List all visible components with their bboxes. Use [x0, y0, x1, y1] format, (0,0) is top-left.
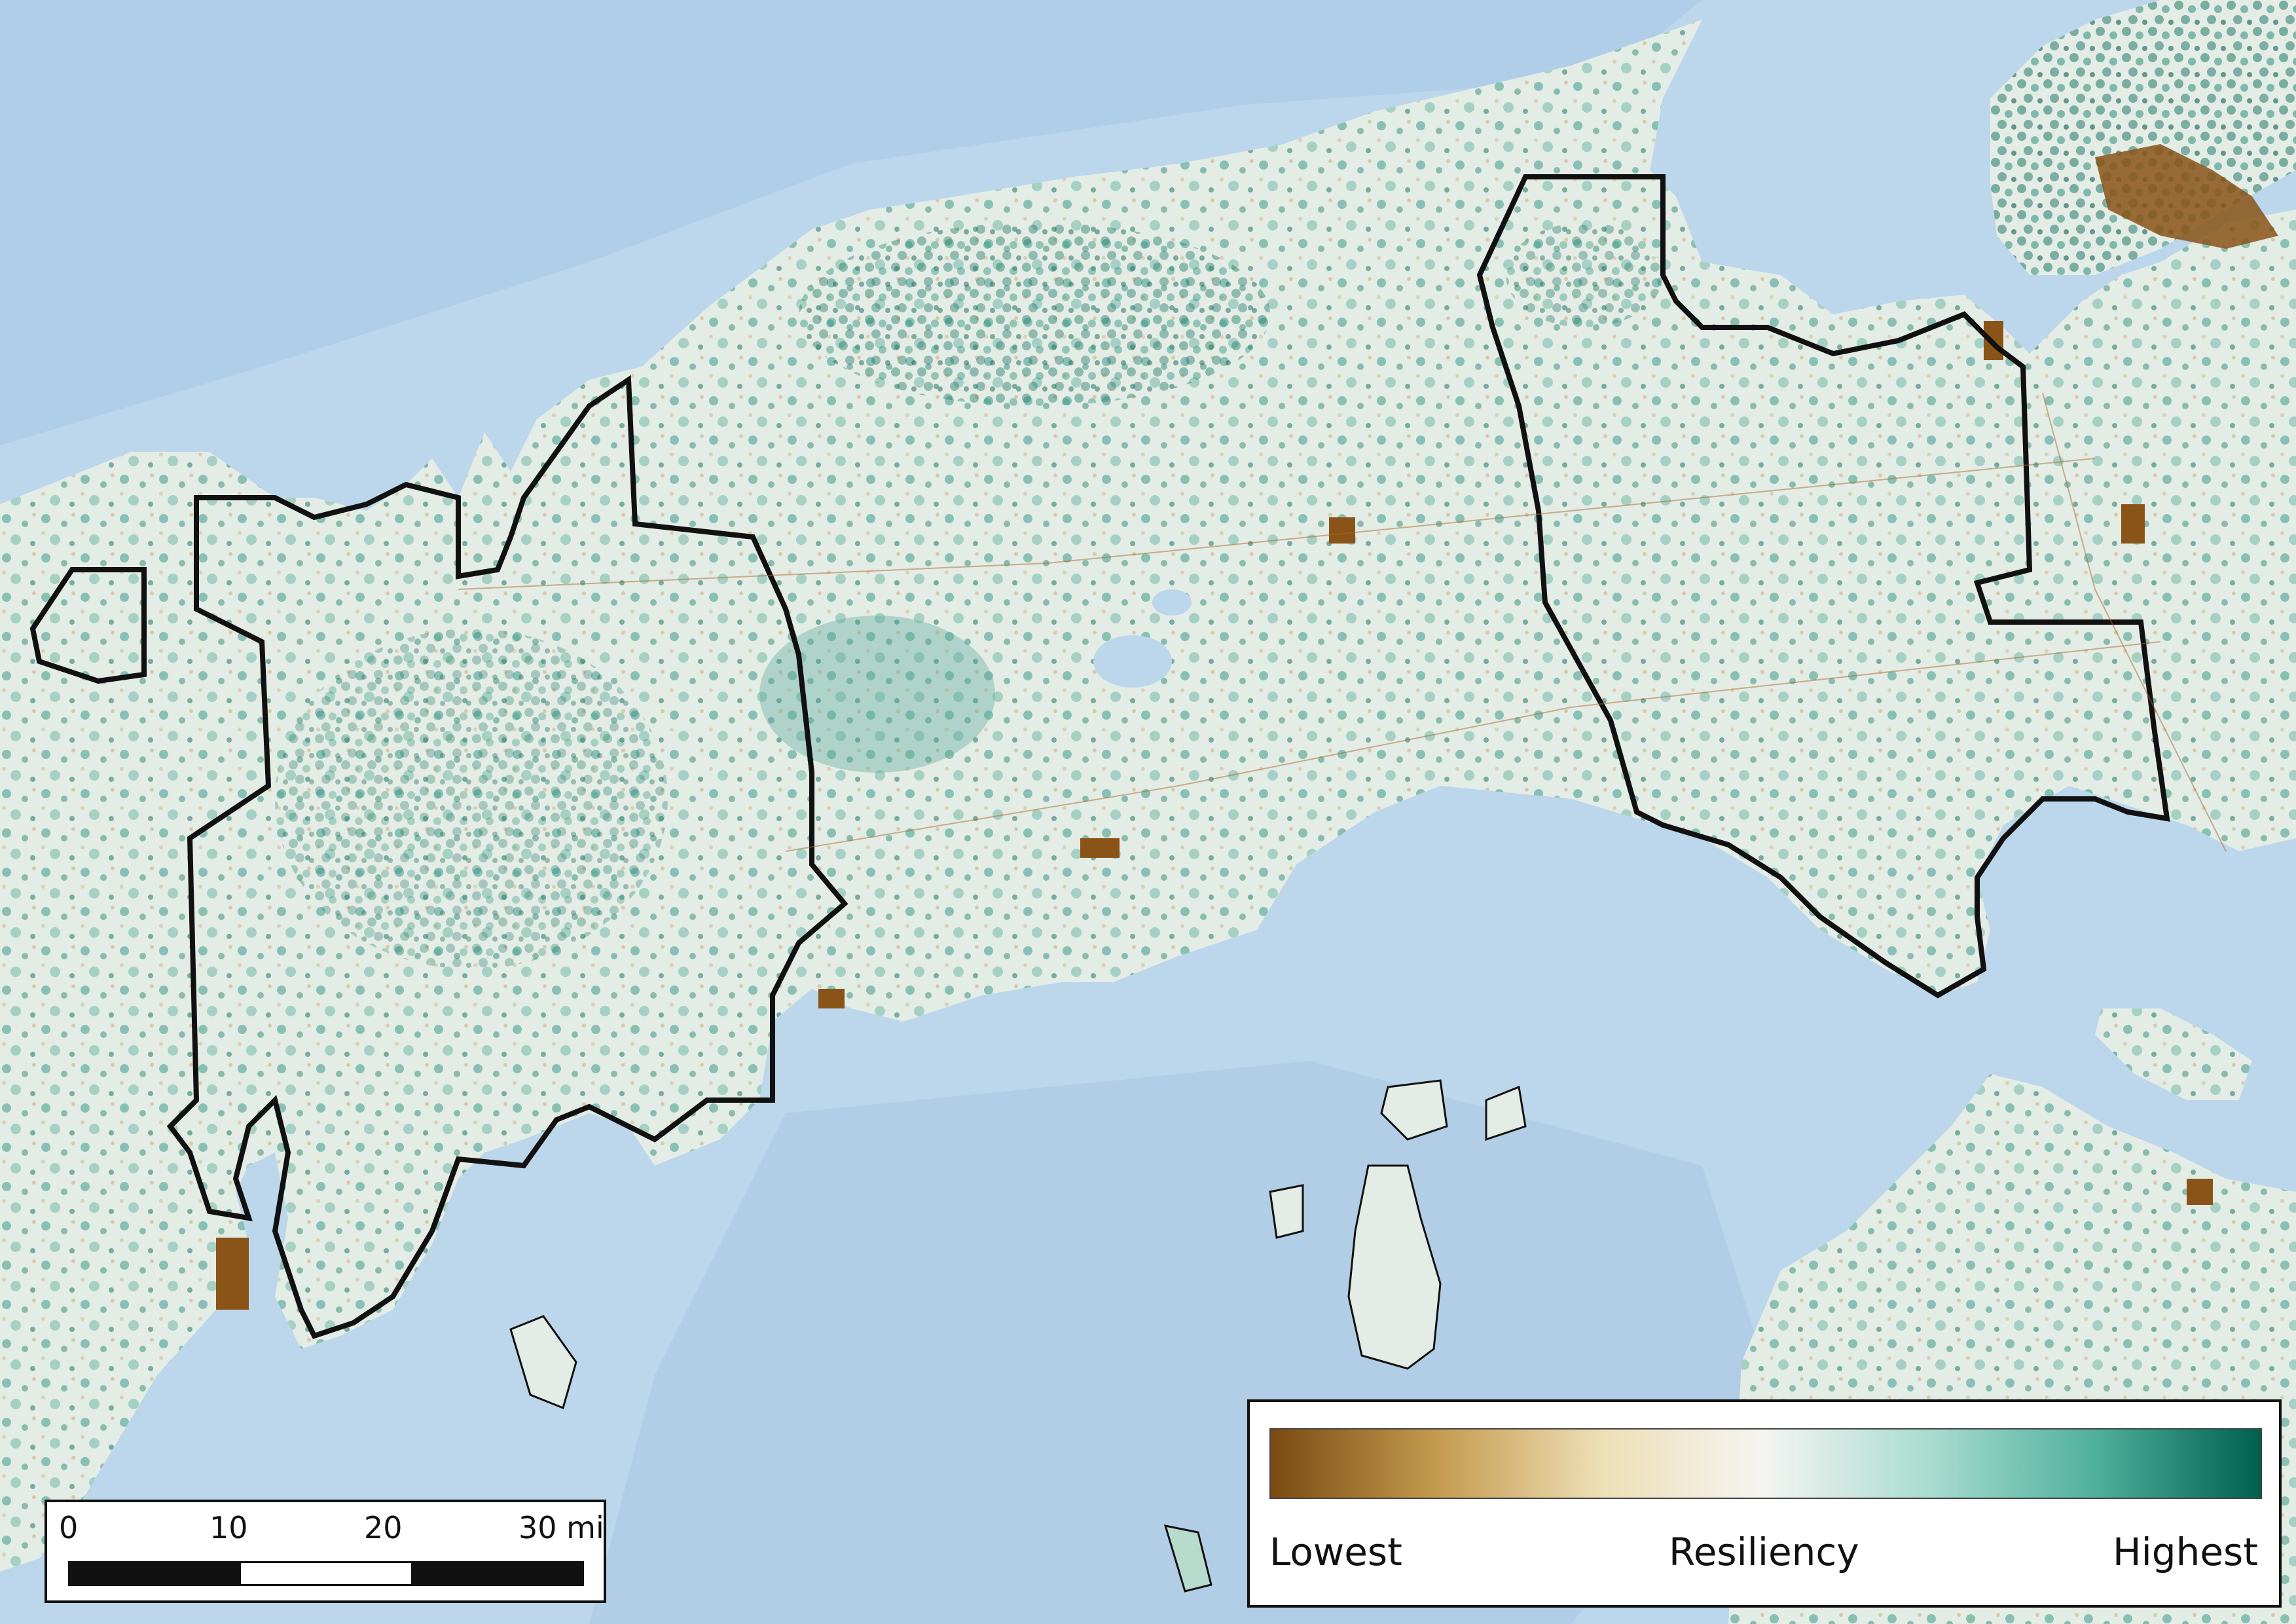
scale-tick-0: 0 — [59, 1510, 79, 1545]
island-sw-chain — [509, 1315, 577, 1410]
study-area-west — [166, 375, 848, 1339]
island-tiny-south — [1163, 1524, 1212, 1593]
resiliency-legend: Lowest Resiliency Highest — [1247, 1399, 2282, 1608]
deep-water-north — [0, 0, 1702, 445]
island-small-3 — [1485, 1085, 1527, 1141]
land-west-texture — [0, 20, 2296, 1572]
urban-area-northeast — [2095, 144, 2278, 249]
island-small-1 — [1269, 1184, 1304, 1239]
scale-tick-10: 10 — [210, 1510, 248, 1545]
urban-area-7 — [2187, 1179, 2213, 1205]
island-small-2 — [1380, 1079, 1448, 1141]
scale-segment-2 — [240, 1563, 412, 1584]
urban-area-5 — [216, 1238, 249, 1310]
study-area-west-small — [29, 567, 147, 684]
urban-area-2 — [1329, 517, 1355, 544]
resiliency-color-ramp — [1269, 1428, 2262, 1499]
highway-line-2 — [785, 641, 2161, 852]
scale-segment-3 — [411, 1563, 583, 1584]
urban-area-3 — [1080, 838, 1120, 858]
highway-line-1 — [458, 458, 2096, 590]
legend-low-label: Lowest — [1269, 1530, 1402, 1574]
scale-bar-track — [68, 1561, 584, 1586]
legend-title: Resiliency — [1669, 1530, 1859, 1574]
scale-bar: 0 10 20 30 mi — [45, 1500, 606, 1603]
island-east-texture — [2095, 1008, 2252, 1100]
resilient-area-central — [759, 616, 995, 773]
urban-area-6 — [818, 989, 845, 1008]
scale-tick-30: 30 mi — [519, 1510, 604, 1545]
highway-line-3 — [2042, 392, 2227, 852]
study-area-east — [1476, 174, 2170, 999]
inland-lake-1 — [1093, 635, 1172, 688]
inland-lake-2 — [1152, 589, 1192, 616]
urban-area-1 — [2121, 504, 2145, 544]
scale-tick-20: 20 — [364, 1510, 403, 1545]
island-large-south — [1347, 1164, 1442, 1370]
legend-high-label: Highest — [2113, 1530, 2258, 1574]
resilient-area-west — [275, 629, 668, 969]
resilient-area-north — [799, 223, 1270, 406]
resilient-area-east — [1506, 223, 1663, 327]
scale-segment-1 — [70, 1563, 241, 1584]
